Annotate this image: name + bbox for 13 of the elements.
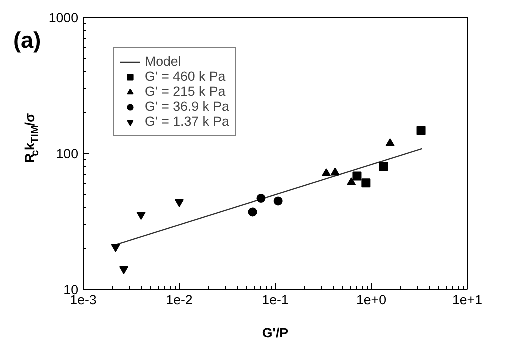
legend-label: G' = 215 k Pa bbox=[145, 84, 226, 99]
legend-label: G' = 460 k Pa bbox=[145, 69, 226, 84]
x-tick-label: 1e-2 bbox=[166, 292, 193, 308]
x-tick-label: 1e+0 bbox=[356, 292, 387, 308]
x-tick-label: 1e+1 bbox=[452, 292, 483, 308]
y-tick-label: 100 bbox=[56, 146, 79, 162]
y-tick-label: 1000 bbox=[48, 10, 79, 26]
x-tick-label: 1e-1 bbox=[262, 292, 289, 308]
x-axis-title: G'/P bbox=[262, 326, 289, 340]
legend-label: G' = 1.37 k Pa bbox=[145, 114, 230, 129]
legend-label: G' = 36.9 k Pa bbox=[145, 99, 230, 114]
legend-label: Model bbox=[145, 54, 182, 69]
chart-title: (a) bbox=[14, 27, 42, 54]
